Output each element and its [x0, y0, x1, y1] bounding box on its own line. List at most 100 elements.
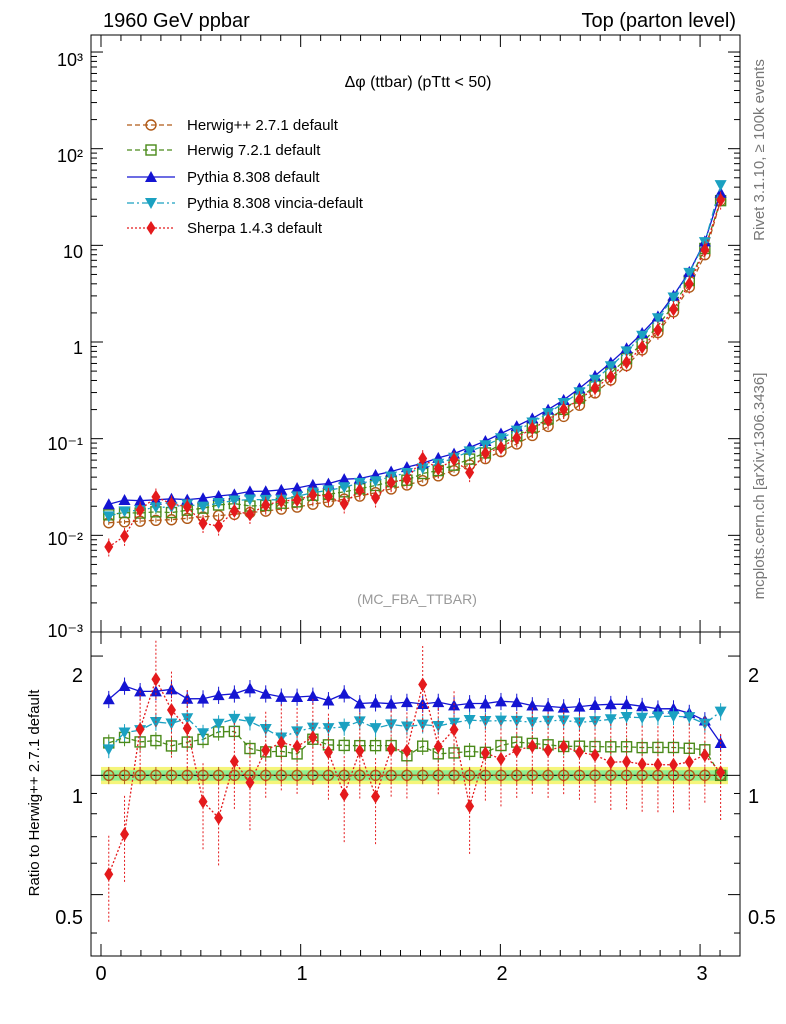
data-point-vincia — [463, 446, 476, 458]
ratio-line-herwig7 — [108, 730, 722, 776]
data-point-vincia — [636, 330, 649, 342]
legend-label-pythia: Pythia 8.308 default — [187, 169, 320, 186]
ratio-point-vincia — [385, 719, 398, 731]
ratio-point-pythia — [620, 698, 633, 710]
ratio-point-sherpa — [386, 741, 396, 756]
data-point-sherpa — [418, 451, 428, 466]
data-point-vincia — [683, 267, 696, 279]
data-point-vincia — [416, 463, 429, 475]
data-point-sherpa — [198, 516, 208, 531]
ratio-point-herwig7 — [369, 739, 382, 752]
ratio-point-sherpa — [684, 754, 694, 769]
ratio-point-herwigpp — [134, 769, 146, 782]
data-point-sherpa — [386, 475, 396, 490]
ratio-point-vincia — [369, 723, 382, 735]
ratio-point-vincia — [228, 713, 241, 725]
ratio-point-sherpa — [637, 757, 647, 772]
ratio-point-sherpa — [166, 702, 176, 717]
ratio-point-pythia — [228, 687, 241, 699]
data-point-sherpa — [700, 242, 710, 257]
ratio-point-sherpa — [229, 754, 239, 769]
legend-label-herwigpp: Herwig++ 2.7.1 default — [187, 117, 339, 134]
ratio-point-pythia — [118, 679, 131, 691]
data-point-pythia — [338, 473, 351, 485]
ratio-point-vincia — [291, 726, 304, 738]
ratio-point-pythia — [385, 697, 398, 709]
ratio-point-herwigpp — [118, 769, 131, 782]
ratio-point-sherpa — [135, 722, 145, 737]
data-point-sherpa — [120, 529, 130, 544]
xtick-label-1: 1 — [296, 963, 307, 985]
ratio-point-sherpa — [198, 794, 208, 809]
ratio-point-sherpa — [323, 745, 333, 760]
data-point-sherpa — [574, 392, 584, 407]
ratio-point-pythia — [494, 695, 507, 707]
ratio-point-pythia — [338, 687, 351, 699]
data-point-sherpa — [229, 503, 239, 518]
ratio-point-pythia — [369, 696, 382, 708]
ratio-point-sherpa — [182, 721, 192, 736]
data-point-sherpa — [355, 483, 365, 498]
data-point-sherpa — [527, 421, 537, 436]
ratio-ytick-label-right-2: 2 — [748, 665, 759, 687]
ratio-point-sherpa — [653, 757, 663, 772]
plot-watermark: (MC_FBA_TTBAR) — [357, 591, 477, 607]
data-point-sherpa — [637, 340, 647, 355]
ratio-point-sherpa — [276, 735, 286, 750]
ratio-plot-frame — [90, 631, 741, 957]
ratio-point-sherpa — [308, 730, 318, 745]
ratio-point-sherpa — [261, 743, 271, 758]
ratio-point-pythia — [542, 700, 555, 712]
ratio-point-vincia — [667, 711, 680, 723]
data-point-sherpa — [371, 490, 381, 505]
ratio-point-vincia — [118, 727, 131, 739]
legend-marker-sherpa — [146, 221, 156, 235]
ratio-point-pythia — [589, 698, 602, 710]
ratio-ytick-label-right-0.5: 0.5 — [748, 907, 776, 929]
data-point-vincia — [228, 495, 241, 507]
ratio-point-pythia — [306, 689, 319, 701]
ratio-point-herwigpp — [150, 769, 162, 782]
ratio-point-pythia — [636, 700, 649, 712]
ratio-point-sherpa — [496, 751, 506, 766]
data-point-vincia — [667, 292, 680, 304]
ratio-point-vincia — [338, 721, 351, 733]
ratio-point-vincia — [212, 718, 225, 730]
ratio-point-herwigpp — [416, 769, 429, 782]
data-point-sherpa — [182, 499, 192, 514]
data-point-vincia — [620, 346, 633, 358]
side-label-events: Rivet 3.1.10, ≥ 100k events — [751, 59, 768, 241]
data-point-vincia — [494, 433, 507, 445]
ratio-point-pythia — [259, 687, 272, 699]
ratio-point-pythia — [604, 698, 617, 710]
ratio-point-sherpa — [590, 748, 600, 763]
ratio-point-herwigpp — [103, 769, 115, 782]
ratio-point-vincia — [102, 744, 115, 756]
ratio-point-pythia — [432, 696, 445, 708]
data-point-sherpa — [151, 489, 161, 504]
ratio-point-pythia — [557, 701, 570, 713]
ratio-point-herwig7 — [338, 739, 350, 752]
data-point-sherpa — [480, 446, 490, 461]
ratio-point-sherpa — [512, 743, 522, 758]
ratio-ytick-label-1: 1 — [72, 786, 83, 808]
ratio-point-pythia — [212, 689, 225, 701]
ratio-point-pythia — [197, 692, 210, 704]
ratio-point-sherpa — [465, 799, 475, 814]
ratio-point-herwig7 — [150, 734, 162, 747]
data-point-sherpa — [135, 502, 145, 517]
data-point-pythia — [102, 498, 115, 510]
ratio-point-sherpa — [449, 722, 459, 737]
xtick-label-0: 0 — [95, 963, 106, 985]
legend-marker-herwig7 — [145, 144, 157, 156]
data-point-sherpa — [214, 518, 224, 533]
data-point-vincia — [604, 361, 617, 373]
ratio-point-sherpa — [418, 677, 428, 692]
ytick-label-1e-2: 10⁻² — [47, 529, 83, 549]
ratio-point-pythia — [243, 682, 256, 694]
ratio-point-vincia — [243, 716, 256, 728]
ratio-point-pythia — [510, 696, 523, 708]
ratio-point-sherpa — [543, 743, 553, 758]
ratio-point-sherpa — [559, 739, 569, 754]
ratio-point-sherpa — [622, 754, 632, 769]
